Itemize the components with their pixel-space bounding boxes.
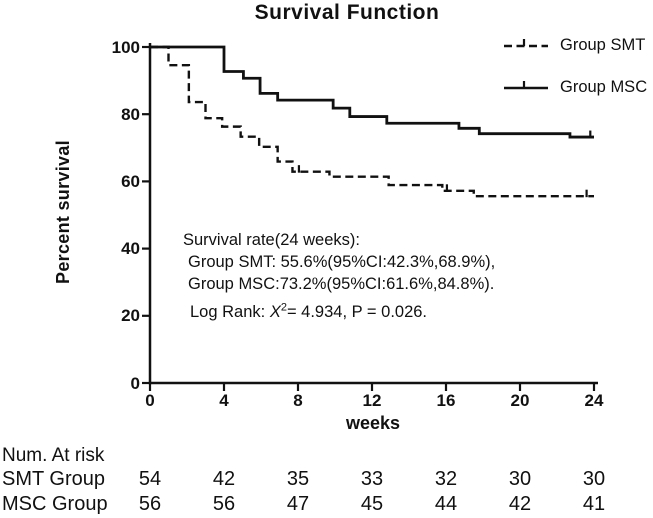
y-tick-label: 0	[130, 373, 140, 393]
x-tick-label: 16	[436, 391, 456, 410]
chart-title: Survival Function	[254, 1, 440, 24]
y-tick-label: 80	[121, 104, 140, 124]
smt-dashed-line-icon	[504, 39, 548, 48]
legend-item-smt: Group SMT	[503, 36, 645, 54]
log-rank-prefix: Log Rank:	[190, 303, 270, 321]
annotation-survival-rate-heading: Survival rate(24 weeks):	[183, 231, 360, 249]
risk-value: 33	[360, 468, 384, 490]
annotation-smt-rate: Group SMT: 55.6%(95%CI:42.3%,68.9%),	[188, 253, 496, 271]
risk-row-label-msc: MSC Group	[2, 493, 108, 515]
annotation-msc-rate: Group MSC:73.2%(95%CI:61.6%,84.8%).	[188, 275, 495, 293]
risk-value: 30	[582, 468, 606, 490]
y-tick-label: 100	[111, 37, 140, 57]
log-rank-variable: X	[269, 303, 281, 321]
y-axis-title: Percent survival	[53, 140, 73, 284]
y-tick-label: 20	[121, 306, 140, 326]
risk-value: 30	[508, 468, 532, 490]
risk-value: 54	[138, 468, 162, 490]
x-tick-label: 20	[510, 391, 530, 410]
risk-value: 42	[508, 493, 532, 515]
legend-item-msc: Group MSC	[503, 78, 647, 96]
risk-value: 47	[286, 493, 310, 515]
x-axis-title: weeks	[345, 413, 401, 433]
risk-value: 56	[212, 493, 236, 515]
risk-value: 35	[286, 468, 310, 490]
annotation-log-rank: Log Rank: X2= 4.934, P = 0.026.	[183, 301, 495, 323]
risk-value: 56	[138, 493, 162, 515]
x-tick-label: 12	[362, 391, 382, 410]
risk-value: 32	[434, 468, 458, 490]
log-rank-rest: = 4.934, P = 0.026.	[286, 303, 428, 321]
legend-label-msc: Group MSC	[560, 77, 648, 96]
x-tick-label: 8	[293, 391, 303, 410]
risk-value: 44	[434, 493, 458, 515]
stats-annotation: Survival rate(24 weeks): Group SMT: 55.6…	[183, 229, 495, 323]
risk-value: 42	[212, 468, 236, 490]
log-rank-exponent: 2	[280, 301, 287, 314]
risk-value: 41	[582, 493, 606, 515]
risk-table-title: Num. At risk	[2, 445, 105, 466]
curve-group-smt	[150, 45, 594, 198]
x-tick-label: 0	[145, 391, 155, 410]
curve-group-msc	[150, 45, 594, 139]
risk-value: 45	[360, 493, 384, 515]
msc-solid-line-icon	[504, 81, 548, 90]
y-tick-label: 40	[121, 239, 140, 259]
x-tick-label: 4	[219, 391, 229, 410]
y-tick-label: 60	[121, 171, 140, 191]
legend-label-smt: Group SMT	[560, 35, 646, 54]
risk-row-label-smt: SMT Group	[2, 468, 105, 490]
x-tick-label: 24	[584, 391, 604, 410]
